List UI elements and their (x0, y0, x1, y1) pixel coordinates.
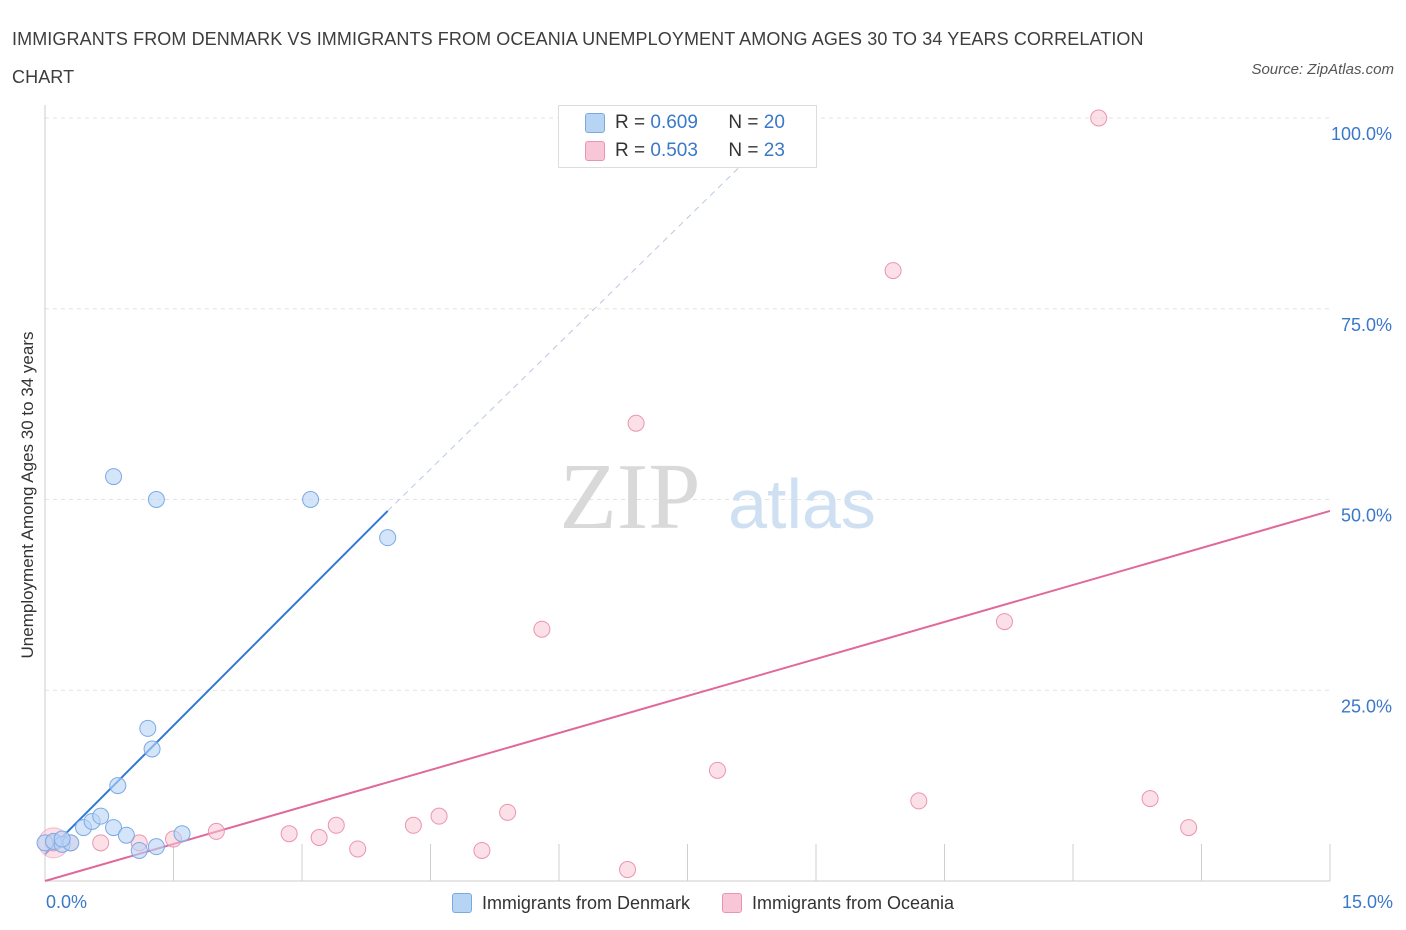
y-tick-label: 50.0% (1341, 506, 1392, 526)
point-oceania (1180, 819, 1198, 837)
source-label: Source: ZipAtlas.com (1251, 61, 1394, 78)
legend-label-oceania: Immigrants from Oceania (751, 892, 955, 913)
point-denmark (173, 825, 191, 843)
x-tick-label-min: 0.0% (46, 892, 87, 912)
chart-title: IMMIGRANTS FROM DENMARK VS IMMIGRANTS FR… (12, 29, 1144, 87)
point-denmark (379, 529, 397, 547)
y-tick-label: 25.0% (1341, 696, 1392, 716)
point-denmark (147, 491, 165, 508)
trend-line-denmark-extrapolated (387, 167, 740, 512)
legend-swatch-oceania (721, 893, 742, 913)
watermark: ZIP atlas (560, 445, 876, 549)
correlation-legend: R = 0.609 N = 20 R = 0.503 N = 23 (558, 105, 817, 168)
point-denmark (105, 819, 123, 837)
legend-item-oceania[interactable]: Immigrants from Oceania (721, 888, 955, 918)
legend-swatch-denmark (585, 113, 605, 133)
point-oceania (995, 613, 1013, 631)
r-value-oceania: 0.503 (650, 140, 698, 161)
legend-row-oceania: R = 0.503 N = 23 (585, 138, 785, 164)
x-tick-label-max: 15.0% (1342, 892, 1393, 912)
point-denmark (147, 838, 165, 856)
watermark-zip: ZIP (560, 445, 701, 549)
trend-lines (44, 167, 1331, 882)
legend-label-denmark: Immigrants from Denmark (481, 892, 690, 913)
point-oceania (280, 825, 298, 843)
point-oceania (430, 807, 448, 825)
y-tick-label: 100.0% (1331, 124, 1392, 144)
legend-swatch-denmark (451, 893, 472, 913)
point-oceania (627, 414, 645, 432)
series-legend: Immigrants from Denmark Immigrants from … (0, 888, 1406, 918)
legend-item-denmark[interactable]: Immigrants from Denmark (451, 888, 690, 918)
point-oceania (473, 841, 491, 859)
trend-line-denmark (44, 510, 389, 856)
point-oceania (310, 829, 328, 847)
point-oceania (884, 262, 902, 280)
point-oceania (619, 861, 637, 879)
point-oceania (349, 840, 367, 858)
point-oceania (708, 761, 726, 779)
point-oceania (910, 792, 928, 810)
point-denmark (92, 807, 110, 825)
legend-swatch-oceania (585, 141, 605, 161)
point-denmark (143, 740, 161, 758)
point-denmark (53, 830, 71, 848)
y-tick-label: 75.0% (1341, 315, 1392, 335)
trend-line-oceania (44, 509, 1331, 882)
n-label: N = (728, 140, 764, 161)
point-oceania (499, 803, 517, 821)
y-axis-title: Unemployment Among Ages 30 to 34 years (18, 331, 37, 659)
watermark-atlas: atlas (728, 465, 876, 543)
point-oceania (1141, 790, 1159, 808)
point-oceania (327, 816, 345, 834)
point-denmark (105, 468, 123, 486)
n-value-oceania: 23 (763, 140, 785, 161)
tick-labels: 25.0% 50.0% 75.0% 100.0% 0.0% 15.0% (46, 124, 1393, 912)
r-value-denmark: 0.609 (650, 112, 698, 133)
point-denmark (130, 841, 148, 859)
grid-lines (45, 117, 1330, 691)
data-points (36, 109, 1198, 879)
point-oceania (533, 620, 551, 638)
legend-row-denmark: R = 0.609 N = 20 (585, 110, 785, 136)
point-denmark (117, 826, 135, 844)
n-label: N = (728, 112, 764, 133)
point-oceania (404, 816, 422, 834)
r-label: R = (615, 112, 651, 133)
n-value-denmark: 20 (763, 112, 785, 133)
point-denmark (139, 719, 157, 737)
point-denmark (302, 491, 320, 508)
point-oceania (207, 822, 225, 840)
axes (44, 105, 1331, 882)
point-oceania (92, 834, 110, 852)
point-denmark (109, 777, 127, 795)
r-label: R = (615, 140, 651, 161)
point-oceania (1090, 109, 1108, 127)
